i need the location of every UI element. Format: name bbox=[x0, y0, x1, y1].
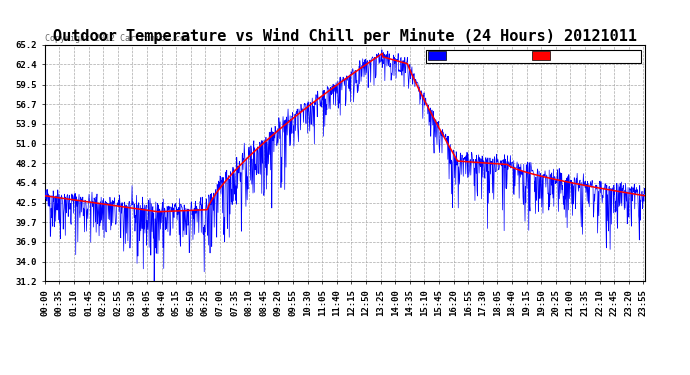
Legend: Wind Chill (°F), Temperature (°F): Wind Chill (°F), Temperature (°F) bbox=[426, 50, 640, 63]
Text: Copyright 2012 Cartronics.com: Copyright 2012 Cartronics.com bbox=[45, 34, 190, 43]
Title: Outdoor Temperature vs Wind Chill per Minute (24 Hours) 20121011: Outdoor Temperature vs Wind Chill per Mi… bbox=[53, 28, 637, 44]
